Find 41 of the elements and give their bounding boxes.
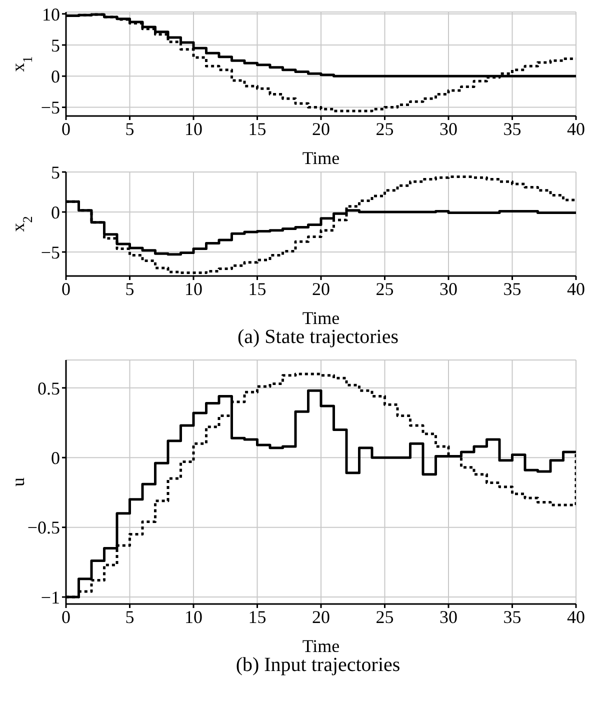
x-tick-label: 40	[567, 606, 585, 627]
y-tick-label: 5	[51, 35, 60, 56]
x-tick-label: 20	[312, 606, 330, 627]
x-tick-label: 35	[503, 606, 522, 627]
x-axis-title: Time	[302, 148, 340, 168]
x-tick-label: 10	[184, 278, 202, 299]
x-axis-title: Time	[302, 308, 340, 328]
x-tick-label: 30	[440, 118, 458, 139]
x-tick-label: 30	[440, 278, 458, 299]
x-tick-label: 5	[125, 278, 134, 299]
x-tick-label: 10	[184, 118, 202, 139]
x-tick-label: 5	[125, 606, 134, 627]
x-tick-label: 5	[125, 118, 134, 139]
x-tick-label: 40	[567, 118, 585, 139]
x-tick-label: 20	[312, 118, 330, 139]
y-tick-label: −0.5	[27, 518, 60, 538]
y-tick-label: 10	[42, 4, 60, 24]
text: (b) Input trajectories	[234, 653, 402, 678]
x-tick-label: 25	[376, 118, 394, 139]
x-axis-title: Time	[302, 636, 340, 656]
x-tick-label: 15	[248, 278, 266, 299]
y-tick-label: −5	[40, 242, 60, 262]
y-tick-label: −1	[40, 587, 60, 608]
x-tick-label: 35	[503, 118, 522, 139]
y-tick-label: 5	[51, 162, 60, 182]
y-tick-label: −5	[40, 98, 60, 118]
x-tick-label: 15	[248, 606, 266, 627]
y-axis-title: u	[8, 478, 28, 486]
x-tick-label: 15	[248, 118, 266, 139]
y-tick-label: 0.5	[38, 378, 60, 398]
x-tick-label: 20	[312, 278, 330, 299]
x-tick-label: 40	[567, 278, 585, 299]
y-tick-label: 0	[51, 448, 60, 468]
x-tick-label: 25	[376, 278, 394, 299]
y-tick-label: 0	[51, 66, 60, 87]
x-tick-label: 25	[376, 606, 394, 627]
text: (a) State trajectories	[236, 325, 400, 350]
x-tick-label: 35	[503, 278, 522, 299]
y-tick-label: 0	[51, 202, 60, 222]
x-tick-label: 30	[440, 606, 458, 627]
x-tick-label: 10	[184, 606, 202, 627]
